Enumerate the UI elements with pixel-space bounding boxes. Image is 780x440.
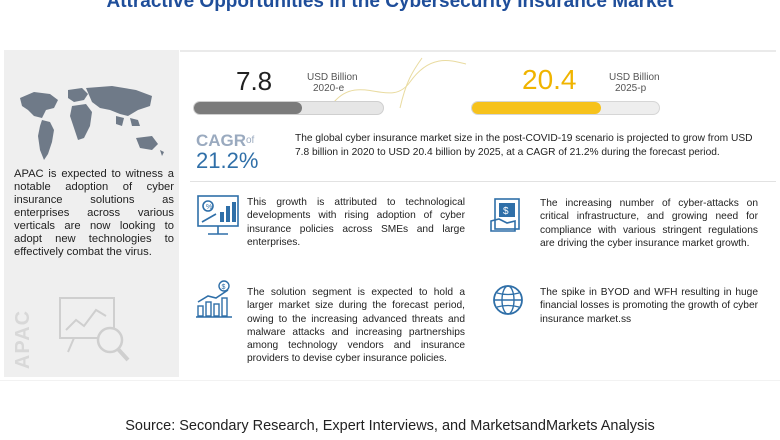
page-title: Attractive Opportunities in the Cybersec… [106, 0, 674, 12]
cagr-of: of [246, 135, 255, 146]
value-2025: 20.4 [522, 64, 577, 95]
source-note: Source: Secondary Research, Expert Inter… [125, 418, 655, 434]
card-solution-segment-text: The solution segment is expected to hold… [247, 287, 465, 365]
cagr-label: CAGR [196, 131, 247, 150]
bar-2020-fill [194, 102, 302, 114]
bar-2025-fill [472, 102, 602, 114]
section-divider [190, 181, 776, 182]
svg-text:%: % [206, 204, 212, 211]
svg-text:$: $ [503, 206, 509, 217]
bar-2025 [471, 101, 660, 115]
svg-text:$: $ [222, 284, 226, 291]
unit-2025-label: USD Billion [609, 72, 660, 83]
bar-chart-dollar-icon: $ [196, 280, 232, 318]
world-map-icon [20, 86, 164, 160]
top-divider [180, 50, 776, 52]
bar-2020 [193, 101, 384, 115]
apac-watermark: APAC [8, 310, 38, 370]
card-byod-text: The spike in BYOD and WFH resulting in h… [540, 287, 758, 325]
decorative-swirl [333, 57, 467, 109]
bottom-separator [0, 380, 780, 381]
unit-2020: USD Billion 2020-e [307, 72, 358, 94]
apac-watermark-text: APAC [12, 309, 35, 370]
analytics-magnifier-icon [59, 297, 130, 362]
money-document-icon: $ [490, 198, 520, 232]
growth-chart-icon: % [197, 195, 239, 235]
card-growth-text: This growth is attributed to technologic… [247, 197, 465, 248]
cagr-value: 21.2% [196, 148, 259, 173]
unit-2025: USD Billion 2025-p [609, 72, 660, 94]
apac-description: APAC is expected to witness a notable ad… [14, 168, 174, 258]
left-panel: APAC is expected to witness a notable ad… [4, 50, 179, 377]
year-2020-label: 2020-e [313, 83, 345, 94]
market-summary: The global cyber insurance market size i… [295, 133, 753, 158]
value-2020: 7.8 [236, 66, 273, 96]
year-2025-label: 2025-p [615, 83, 647, 94]
card-cyber-attacks-text: The increasing number of cyber-attacks o… [540, 198, 758, 249]
unit-2020-label: USD Billion [307, 72, 358, 83]
globe-icon [493, 285, 523, 315]
